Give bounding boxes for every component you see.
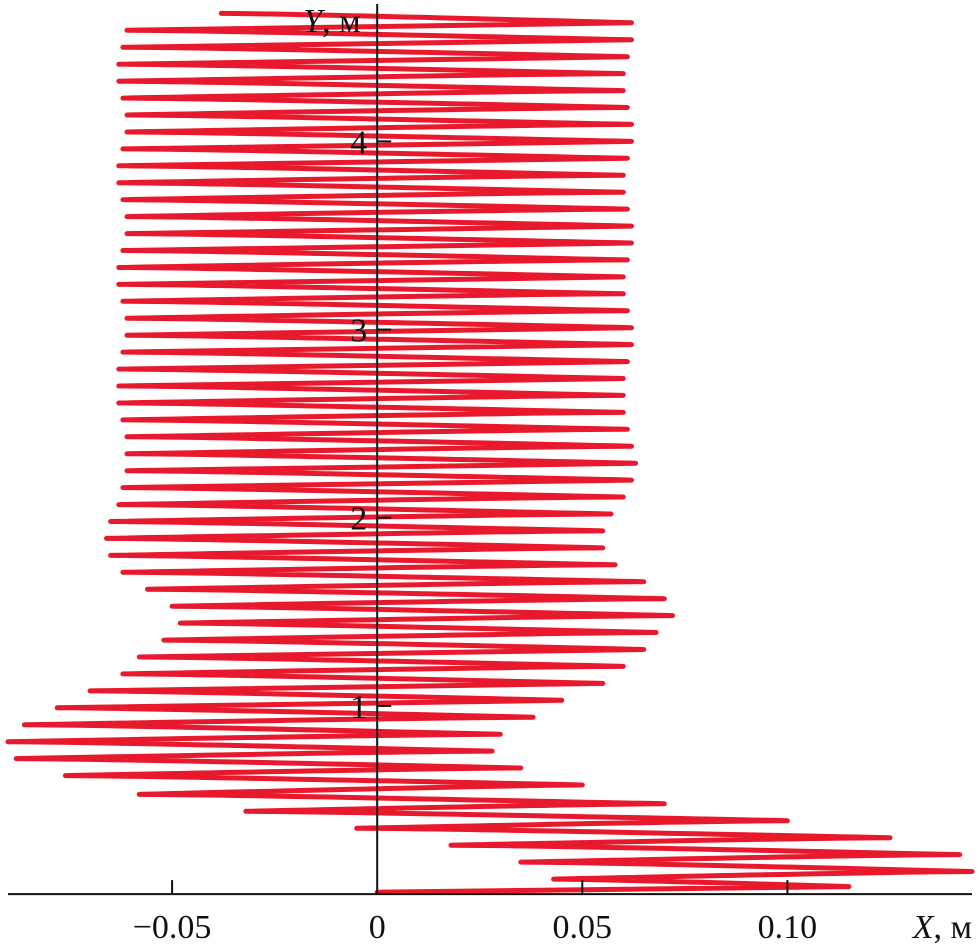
x-tick-label: 0 [369, 909, 386, 946]
y-tick-label: 2 [350, 501, 367, 538]
trajectory-series [5, 10, 975, 895]
x-tick-label: 0.10 [758, 909, 818, 946]
y-axis-label-unit: , м [322, 3, 361, 40]
x-axis-label-unit: , м [933, 909, 972, 946]
ticks: −0.05 0 0.05 0.10 1 2 3 4 [133, 124, 817, 946]
x-tick-label: 0.05 [553, 909, 613, 946]
x-axis-label-var: X [911, 909, 935, 946]
x-tick-label: −0.05 [133, 909, 212, 946]
y-axis-label: Y, м [303, 3, 360, 40]
y-tick-label: 4 [350, 124, 367, 161]
y-tick-label: 1 [350, 689, 367, 726]
y-axis-label-var: Y [303, 3, 325, 40]
trajectory-line [5, 10, 975, 895]
y-tick-label: 3 [350, 313, 367, 350]
axes [8, 4, 972, 896]
x-axis-label: X, м [911, 909, 972, 946]
